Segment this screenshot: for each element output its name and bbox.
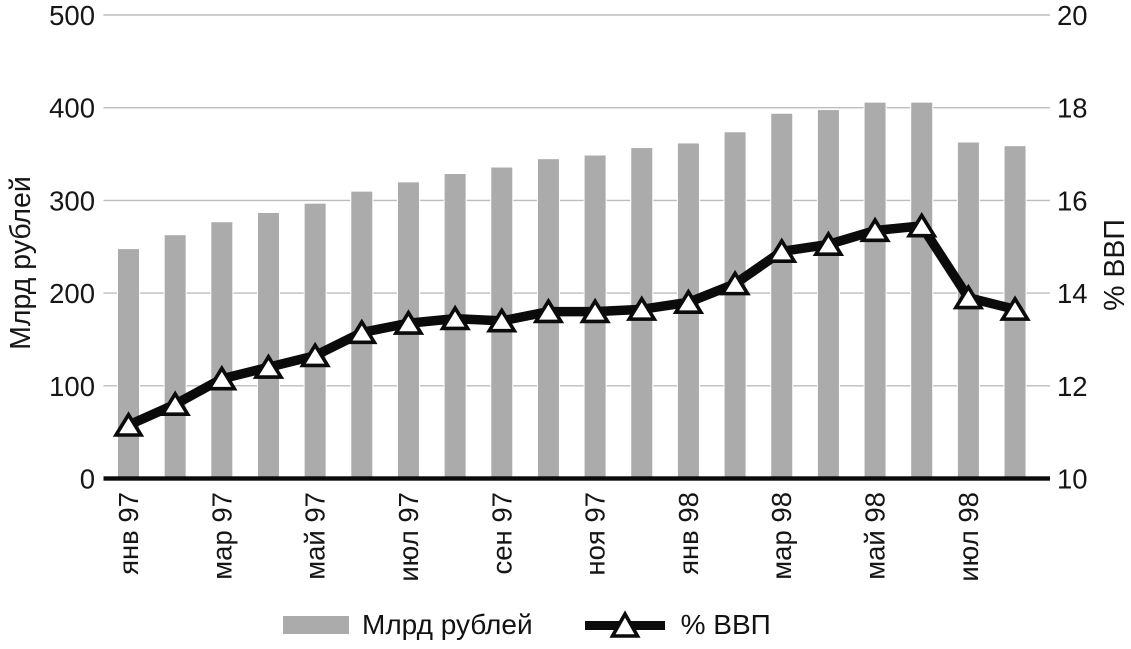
right-axis-tick-label: 14 [1057, 278, 1088, 309]
right-axis-title: % ВВП [1099, 219, 1131, 311]
bar [770, 112, 794, 481]
y-axis-tick-label: 100 [49, 371, 95, 402]
x-axis-tick-label: июл 98 [953, 492, 984, 582]
line-marker [346, 318, 378, 345]
legend-label-line: % ВВП [680, 609, 771, 640]
line-marker [999, 295, 1031, 321]
bar [117, 248, 140, 480]
bar [256, 211, 280, 481]
bar [163, 234, 187, 480]
legend-item-bars: Млрд рублей [283, 609, 533, 641]
x-axis-tick-label: июл 97 [393, 492, 424, 582]
line-marker [952, 283, 985, 310]
triangle-marker-icon [609, 610, 641, 638]
bar [723, 131, 747, 480]
y-axis-tick-label: 0 [80, 464, 95, 495]
legend-line-swatch [584, 610, 665, 638]
line-marker [252, 353, 285, 379]
legend: Млрд рублей % ВВП [283, 609, 771, 641]
legend-label-bars: Млрд рублей [362, 609, 533, 640]
bar [863, 101, 887, 480]
bar [303, 202, 327, 480]
line-marker [112, 411, 145, 437]
line-marker [905, 211, 938, 238]
right-axis-tick-label: 18 [1057, 93, 1088, 124]
line-marker [812, 230, 845, 257]
line-marker [486, 306, 518, 333]
line-marker [626, 295, 658, 321]
bar [956, 141, 980, 480]
right-axis-tick-label: 12 [1057, 371, 1088, 402]
line-marker [159, 390, 191, 416]
y-axis-tick-label: 400 [49, 93, 95, 124]
x-axis-tick-label: янв 98 [673, 492, 704, 575]
right-axis-tick-label: 16 [1057, 185, 1088, 216]
line-marker [672, 288, 705, 314]
x-axis-line [103, 476, 1050, 481]
x-axis-tick-label: ноя 97 [580, 492, 611, 576]
legend-bar-swatch [283, 616, 349, 634]
y-axis-tick-label: 500 [49, 0, 95, 31]
line-marker [859, 216, 891, 243]
line-marker [392, 309, 425, 335]
line-marker [206, 364, 238, 391]
x-axis-tick-label: май 97 [300, 492, 331, 580]
x-axis-tick-label: янв 97 [113, 492, 144, 575]
y-axis-tick-label: 300 [49, 185, 95, 216]
right-axis-tick-label: 10 [1057, 464, 1088, 495]
x-axis-tick-label: мар 97 [206, 492, 237, 580]
line-marker [299, 341, 331, 368]
line-marker [439, 304, 471, 331]
left-axis-title: Млрд рублей [5, 176, 37, 350]
bar [816, 109, 840, 481]
x-axis-tick-label: сен 97 [486, 492, 517, 574]
x-axis-tick-label: мар 98 [766, 492, 797, 580]
bar [210, 221, 234, 480]
line-marker [766, 237, 798, 263]
line-marker [532, 297, 565, 324]
legend-item-line: % ВВП [584, 609, 771, 641]
bar [910, 101, 934, 480]
line-marker [579, 297, 611, 324]
y-axis-tick-label: 200 [49, 278, 95, 309]
right-axis-tick-label: 20 [1057, 0, 1088, 31]
x-axis-tick-label: май 98 [860, 492, 891, 580]
line-marker [719, 269, 751, 296]
